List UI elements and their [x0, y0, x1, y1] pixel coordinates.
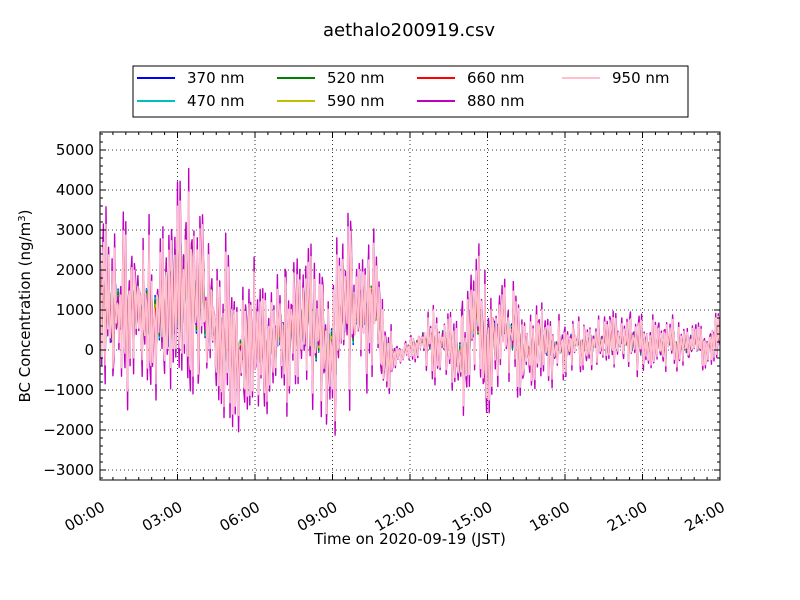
legend: 370 nm 470 nm 520 nm 590 nm 660 nm 880 nm 950 …: [132, 65, 689, 118]
legend-label: 880 nm: [467, 92, 525, 110]
y-tick-label: −1000: [43, 381, 94, 399]
y-tick-label: −2000: [43, 421, 94, 439]
y-tick-label: 0: [84, 341, 94, 359]
y-tick-label: 4000: [56, 181, 94, 199]
legend-label: 660 nm: [467, 69, 525, 87]
y-tick-label: 2000: [56, 261, 94, 279]
y-axis-label-end: ): [16, 210, 34, 216]
x-tick-label: 06:00: [217, 498, 263, 535]
y-tick-label: −3000: [43, 461, 94, 479]
y-tick-label: 3000: [56, 221, 94, 239]
legend-label: 470 nm: [187, 92, 245, 110]
legend-box: [132, 65, 689, 118]
legend-label: 520 nm: [327, 69, 385, 87]
y-axis-label-main: BC Concentration (ng/m: [16, 222, 34, 403]
series-layer: [100, 167, 720, 436]
y-tick-label: 1000: [56, 301, 94, 319]
x-tick-label: 24:00: [682, 498, 728, 535]
chart-title: aethalo200919.csv: [323, 20, 495, 41]
x-tick-label: 18:00: [527, 498, 573, 535]
x-tick-label: 00:00: [62, 498, 108, 535]
x-axis-label: Time on 2020-09-19 (JST): [313, 530, 506, 548]
y-axis: −3000 −2000 −1000 0 1000 2000 3000 4000 5000: [43, 133, 720, 479]
y-axis-label: BC Concentration (ng/m3): [16, 210, 34, 403]
x-tick-label: 03:00: [139, 498, 185, 535]
y-axis-label-superscript: 3: [17, 215, 28, 221]
legend-label: 370 nm: [187, 69, 245, 87]
series-line-950-nm: [100, 191, 720, 422]
legend-label: 590 nm: [327, 92, 385, 110]
x-tick-label: 21:00: [604, 498, 650, 535]
legend-label: 950 nm: [612, 69, 670, 87]
y-tick-label: 5000: [56, 141, 94, 159]
